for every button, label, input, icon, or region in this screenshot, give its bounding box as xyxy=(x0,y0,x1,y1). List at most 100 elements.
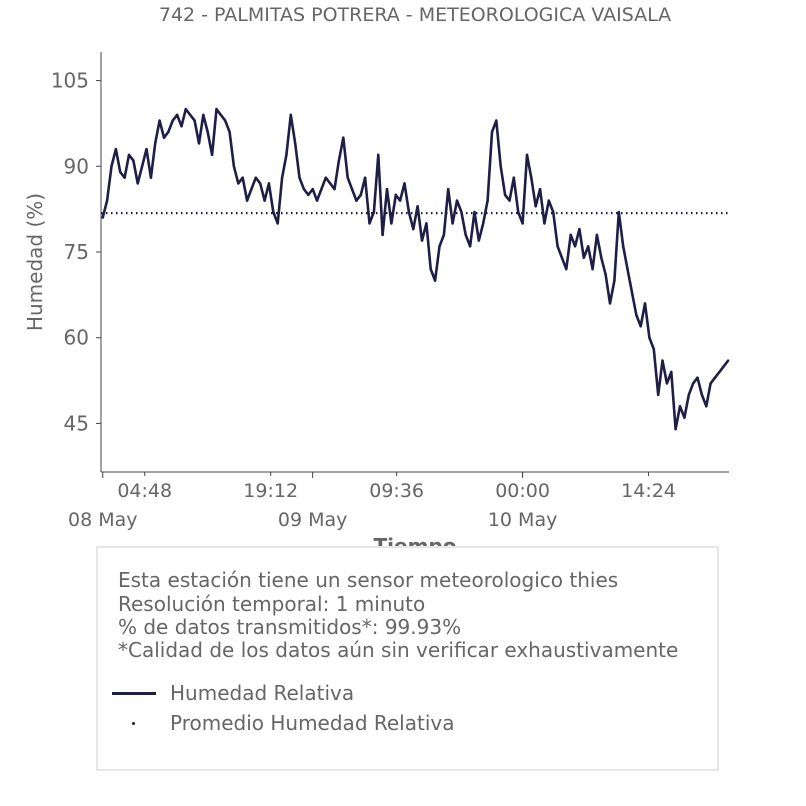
humidity-point xyxy=(473,210,476,214)
x-date-label: 08 May xyxy=(68,509,138,531)
x-date-label: 10 May xyxy=(488,509,558,531)
humidity-point xyxy=(394,193,397,197)
humidity-point xyxy=(127,153,131,157)
x-tick-label: 00:00 xyxy=(495,480,550,502)
humidity-point xyxy=(145,147,148,151)
humidity-point xyxy=(250,187,253,191)
y-tick-label: 90 xyxy=(64,154,89,178)
humidity-point xyxy=(670,370,673,374)
info-line-quality: *Calidad de los datos aún sin verificar … xyxy=(118,638,679,662)
humidity-point xyxy=(412,227,415,231)
humidity-point xyxy=(202,113,205,117)
humidity-point xyxy=(582,256,586,259)
y-tick-label: 105 xyxy=(51,69,89,93)
humidity-point xyxy=(591,267,594,271)
humidity-point xyxy=(101,216,104,219)
humidity-point xyxy=(245,199,249,202)
humidity-point xyxy=(621,245,625,248)
humidity-point xyxy=(298,176,301,179)
humidity-point xyxy=(674,427,677,431)
humidity-point xyxy=(560,256,564,259)
info-line-transmitted: % de datos transmitidos*: 99.93% xyxy=(118,615,462,639)
humidity-point xyxy=(569,233,572,237)
humidity-point xyxy=(324,176,327,179)
humidity-point xyxy=(503,193,507,197)
humidity-point xyxy=(578,227,581,231)
humidity-point xyxy=(433,279,437,282)
humidity-point xyxy=(342,136,345,139)
humidity-point xyxy=(263,199,266,202)
humidity-point xyxy=(267,182,271,185)
humidity-point xyxy=(608,302,612,305)
humidity-point xyxy=(276,222,279,225)
humidity-point xyxy=(551,210,555,214)
x-tick-label: 04:48 xyxy=(117,480,172,502)
humidity-point xyxy=(228,130,231,134)
humidity-point xyxy=(285,153,288,157)
humidity-point xyxy=(543,222,546,225)
humidity-point xyxy=(455,199,459,202)
humidity-point xyxy=(534,205,537,208)
humidity-point xyxy=(429,267,432,271)
info-line-sensor: Esta estación tiene un sensor meteorolog… xyxy=(118,568,619,592)
humidity-point xyxy=(359,193,362,197)
humidity-point xyxy=(525,153,529,157)
chart-title: 742 - PALMITAS POTRERA - METEOROLOGICA V… xyxy=(159,4,671,26)
humidity-point xyxy=(254,176,258,179)
humidity-point xyxy=(219,113,223,117)
y-axis-label: Humedad (%) xyxy=(23,193,47,331)
humidity-point xyxy=(451,222,454,225)
humidity-point xyxy=(442,233,446,237)
humidity-point xyxy=(482,222,485,225)
humidity-point xyxy=(114,147,118,151)
humidity-point xyxy=(363,176,367,179)
humidity-point xyxy=(700,393,704,397)
humidity-point xyxy=(521,222,524,225)
humidity-point xyxy=(652,347,655,351)
humidity-point xyxy=(206,130,209,134)
humidity-point xyxy=(105,199,109,202)
humidity-point xyxy=(573,245,577,248)
humidity-point xyxy=(639,325,642,328)
humidity-point xyxy=(586,245,590,248)
humidity-point xyxy=(272,210,275,214)
humidity-point xyxy=(184,107,188,111)
humidity-point xyxy=(311,187,314,191)
humidity-point xyxy=(595,233,599,237)
humidity-point xyxy=(158,119,161,122)
humidity-point xyxy=(350,187,354,191)
humidity-point xyxy=(210,153,214,157)
humidity-point xyxy=(171,119,174,122)
humidity-point xyxy=(403,182,406,185)
humidity-point xyxy=(398,199,402,202)
humidity-point xyxy=(136,182,139,185)
humidity-point xyxy=(307,193,310,197)
humidity-point xyxy=(626,267,629,271)
x-date-label: 09 May xyxy=(278,509,348,531)
humidity-point xyxy=(293,142,297,145)
humidity-point xyxy=(180,125,183,128)
humidity-point xyxy=(565,267,568,271)
humidity-point xyxy=(722,365,725,368)
x-tick-label: 14:24 xyxy=(621,480,676,502)
humidity-point xyxy=(683,416,686,419)
humidity-point xyxy=(635,313,638,317)
humidity-point xyxy=(508,199,511,202)
humidity-point xyxy=(385,187,389,191)
humidity-point xyxy=(630,290,634,294)
humidity-point xyxy=(726,359,730,362)
humidity-point xyxy=(123,176,126,179)
humidity-point xyxy=(328,182,332,185)
humidity-point xyxy=(477,239,481,242)
humidity-point xyxy=(600,256,603,259)
humidity-point xyxy=(320,187,323,191)
humidity-point xyxy=(407,210,411,214)
humidity-point xyxy=(604,273,607,277)
humidity-point xyxy=(416,205,419,208)
humidity-point xyxy=(447,187,450,191)
humidity-point xyxy=(460,210,463,214)
humidity-point xyxy=(705,405,708,408)
humidity-series-line xyxy=(101,107,730,431)
humidity-point xyxy=(368,222,371,225)
